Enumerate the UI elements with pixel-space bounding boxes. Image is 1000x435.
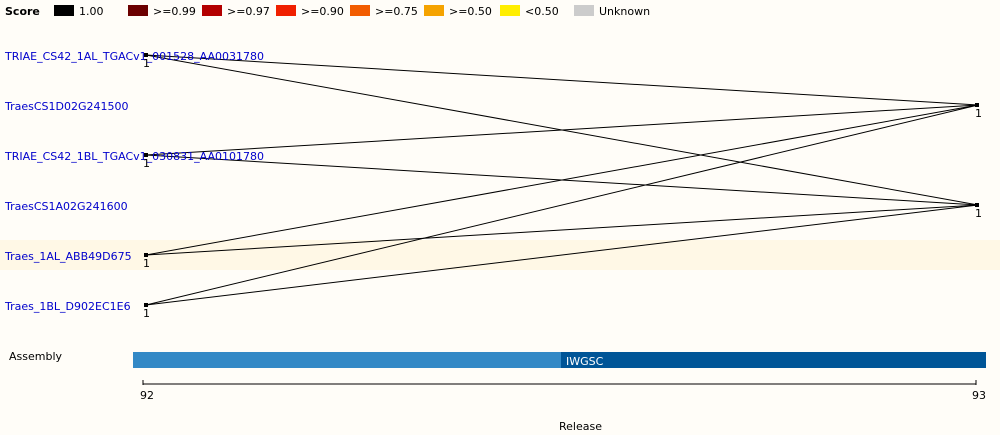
legend-title: Score [5,5,40,18]
score-value: 1 [143,157,150,170]
gene-link-2[interactable]: TraesCS1D02G241500 [5,100,129,113]
legend-label-8: Unknown [599,5,651,18]
release-start-label: 92 [140,389,154,402]
link-line[interactable] [145,104,979,306]
link-line[interactable] [145,204,979,256]
score-value: 1 [143,307,150,320]
gene-link-4[interactable]: TraesCS1A02G241600 [5,200,128,213]
assembly-label: Assembly [9,350,63,363]
legend-swatch-6 [424,5,444,16]
highlighted-row [0,240,1000,270]
gene-link-3[interactable]: TRIAE_CS42_1BL_TGACv1_030831_AA0101780 [5,150,265,163]
gene-marker [144,303,148,307]
gene-marker [144,153,148,157]
legend-swatch-7 [500,5,520,16]
score-value: 1 [975,107,982,120]
gene-link-5[interactable]: Traes_1AL_ABB49D675 [5,250,132,263]
legend-label-2: >=0.99 [153,5,196,18]
score-value: 1 [143,257,150,270]
link-line[interactable] [145,104,979,256]
gene-marker [144,53,148,57]
legend-label-4: >=0.90 [301,5,344,18]
legend-label-7: <0.50 [525,5,559,18]
legend-swatch-8 [574,5,594,16]
link-line[interactable] [145,54,979,106]
gene-marker [144,253,148,257]
legend-swatch-4 [276,5,296,16]
legend-swatch-3 [202,5,222,16]
legend-swatch-5 [350,5,370,16]
score-value: 1 [143,57,150,70]
legend-label-1: 1.00 [79,5,104,18]
gene-link-1[interactable]: TRIAE_CS42_1AL_TGACv1_001528_AA0031780 [5,50,264,63]
gene-marker [975,203,979,207]
link-line[interactable] [145,204,979,306]
assembly-bar-left [133,352,561,368]
legend-label-6: >=0.50 [449,5,492,18]
gene-link-6[interactable]: Traes_1BL_D902EC1E6 [5,300,131,313]
assembly-segment-label: IWGSC [566,355,604,368]
legend-swatch-2 [128,5,148,16]
release-end-label: 93 [972,389,986,402]
assembly-bar-iwgsc[interactable] [561,352,986,368]
gene-marker [975,103,979,107]
legend-label-3: >=0.97 [227,5,270,18]
legend-swatch-1 [54,5,74,16]
score-value: 1 [975,207,982,220]
link-line[interactable] [145,104,979,156]
score-legend: Score 1.00 >=0.99 >=0.97 >=0.90 >=0.75 >… [0,0,1000,22]
release-axis-label: Release [559,420,602,433]
legend-label-5: >=0.75 [375,5,418,18]
